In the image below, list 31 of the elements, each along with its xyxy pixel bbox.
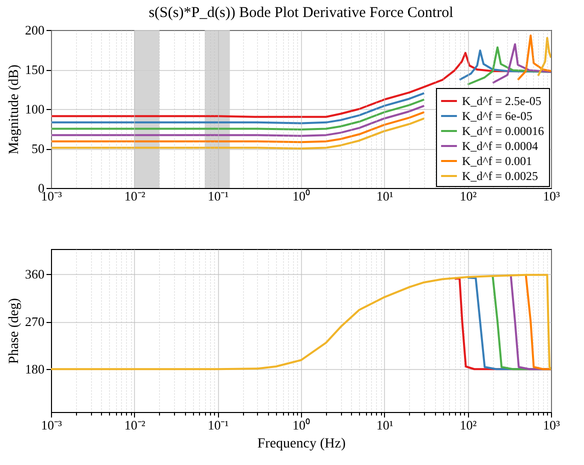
legend-label: K_d^f = 6e-05 xyxy=(462,109,532,123)
legend-label: K_d^f = 0.0004 xyxy=(462,139,538,153)
line-series xyxy=(524,274,551,370)
x-tick-label: 10⁻³ xyxy=(41,418,62,432)
x-tick-label: 10⁰ xyxy=(292,418,310,432)
x-tick-label: 10⁻² xyxy=(124,418,146,432)
legend-label: K_d^f = 2.5e-05 xyxy=(462,94,542,108)
x-tick-label: 10² xyxy=(460,418,477,432)
legend-label: K_d^f = 0.00016 xyxy=(462,124,544,138)
y-tick-label: 50 xyxy=(32,141,44,156)
y-tick-label: 100 xyxy=(25,102,44,116)
y-axis-title: Phase (deg) xyxy=(7,298,22,364)
x-tick-label: 10⁰ xyxy=(292,188,310,204)
y-tick-label: 270 xyxy=(25,314,44,330)
legend-label: K_d^f = 0.001 xyxy=(462,154,532,168)
x-tick-label: 10⁻¹ xyxy=(208,418,229,432)
y-tick-label: 150 xyxy=(25,62,44,77)
x-tick-label: 10¹ xyxy=(376,418,394,432)
x-tick-label: 10³ xyxy=(543,418,560,432)
legend-label: K_d^f = 0.0025 xyxy=(462,169,538,183)
x-tick-label: 10¹ xyxy=(376,188,394,204)
y-tick-label: 200 xyxy=(25,22,44,38)
y-axis-title: Magnitude (dB) xyxy=(7,64,22,154)
x-tick-label: 10⁻¹ xyxy=(208,188,229,204)
x-tick-label: 10⁻² xyxy=(124,188,146,204)
x-tick-label: 10³ xyxy=(543,188,560,204)
y-tick-label: 360 xyxy=(25,266,44,282)
x-tick-label: 10² xyxy=(460,188,477,204)
chart-title: s(S(s)*P_d(s)) Bode Plot Derivative Force Control xyxy=(148,5,454,21)
y-tick-label: 180 xyxy=(25,362,44,377)
x-axis-title: Frequency (Hz) xyxy=(257,436,346,452)
